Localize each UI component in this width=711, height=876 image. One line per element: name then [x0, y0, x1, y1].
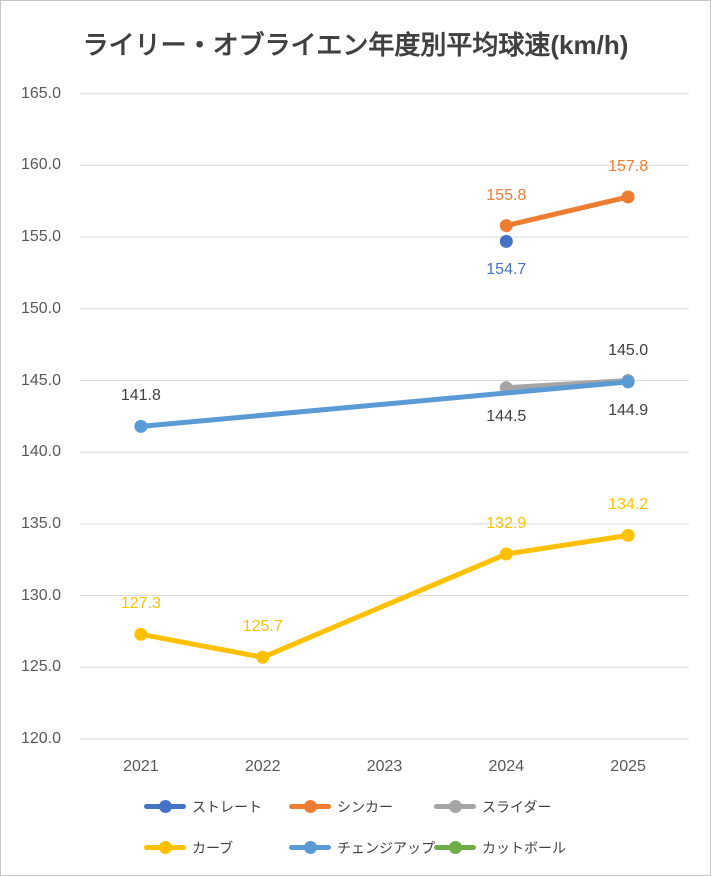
series-line-changeup [138, 379, 631, 429]
y-tick-label: 145.0 [20, 371, 61, 389]
y-tick-label: 150.0 [20, 299, 61, 317]
data-point-curve-2021 [134, 627, 148, 641]
legend-dot-swatch [158, 800, 172, 813]
series-line-sinker [503, 194, 631, 229]
y-tick-label: 130.0 [20, 586, 61, 604]
legend-marker-changeup [289, 841, 331, 854]
x-tick-label: 2022 [244, 758, 281, 775]
y-tick-label: 155.0 [20, 228, 61, 246]
legend-item-curve: カーブ [144, 827, 289, 868]
legend-label-straight: ストレート [192, 798, 262, 815]
data-label-curve-2024: 132.9 [486, 515, 527, 532]
data-point-curve-2025 [621, 528, 635, 542]
legend-label-slider: スライダー [482, 798, 552, 815]
y-tick-label: 140.0 [20, 443, 61, 461]
data-label-sinker-2024: 155.8 [486, 186, 527, 204]
legend-dot-swatch [303, 841, 317, 854]
legend-marker-straight [144, 800, 186, 813]
data-label-changeup-2025: 144.9 [608, 401, 649, 419]
legend-item-slider: スライダー [434, 786, 579, 827]
x-tick-label: 2023 [366, 758, 403, 775]
y-tick-label: 160.0 [20, 156, 61, 174]
data-label-slider-2025: 145.0 [608, 341, 649, 359]
data-point-sinker-2025 [621, 190, 635, 204]
data-point-changeup-2025 [621, 375, 635, 389]
legend-label-changeup: チェンジアップ [337, 839, 435, 856]
legend-marker-slider [434, 800, 476, 813]
legend-dot-swatch [448, 841, 462, 854]
legend-label-cutball: カットボール [482, 839, 566, 856]
data-label-sinker-2025: 157.8 [608, 157, 649, 175]
y-tick-label: 165.0 [20, 84, 61, 102]
data-label-changeup-2021: 141.8 [120, 387, 161, 405]
data-label-straight-2024: 154.7 [486, 261, 527, 279]
data-label-curve-2025: 134.2 [608, 496, 649, 514]
series-line-curve [138, 532, 631, 660]
legend-dot-swatch [303, 800, 317, 813]
legend-marker-curve [144, 841, 186, 854]
legend-item-changeup: チェンジアップ [289, 827, 435, 868]
y-tick-label: 120.0 [20, 730, 61, 747]
data-label-curve-2021: 127.3 [120, 595, 161, 613]
data-label-slider-2024: 144.5 [486, 407, 527, 425]
legend-item-sinker: シンカー [289, 786, 434, 827]
legend: ストレート シンカー スライダーカーブ チェンジアップ カットボール [144, 786, 579, 868]
data-point-changeup-2021 [134, 419, 148, 433]
legend-marker-sinker [289, 800, 331, 813]
legend-item-cutball: カットボール [434, 827, 579, 868]
data-point-sinker-2024 [499, 219, 513, 233]
data-point-curve-2022 [256, 650, 270, 664]
x-tick-label: 2025 [610, 758, 646, 775]
data-point-curve-2024 [499, 547, 513, 561]
x-tick-label: 2024 [488, 758, 525, 775]
legend-dot-swatch [158, 841, 172, 854]
chart-title: ライリー・オブライエン年度別平均球速(km/h) [82, 30, 629, 60]
legend-item-straight: ストレート [144, 786, 289, 827]
data-point-straight-2024 [499, 234, 513, 248]
data-label-curve-2022: 125.7 [242, 618, 283, 636]
legend-marker-cutball [434, 841, 476, 854]
legend-label-curve: カーブ [192, 839, 234, 856]
legend-label-sinker: シンカー [337, 798, 393, 815]
x-tick-label: 2021 [123, 758, 159, 775]
y-tick-label: 125.0 [20, 658, 61, 676]
y-tick-label: 135.0 [20, 514, 61, 532]
legend-dot-swatch [448, 800, 462, 813]
